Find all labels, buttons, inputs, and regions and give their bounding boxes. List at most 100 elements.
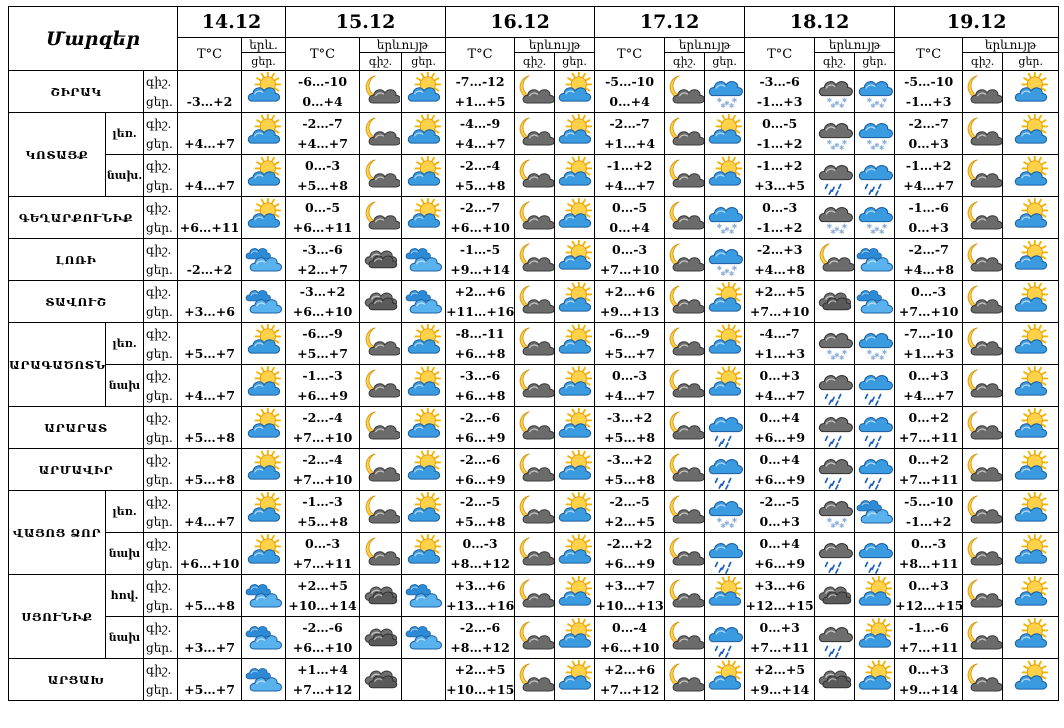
day-temperature: +1…+3 bbox=[754, 345, 806, 361]
night-temperature: +2…+5 bbox=[454, 661, 506, 677]
night-weather-cell bbox=[962, 574, 1004, 617]
night-temperature: -2…-6 bbox=[459, 451, 501, 467]
rain-cloud-icon bbox=[706, 618, 744, 658]
table-row: ԱՐԱԳԱԾՈՏՆ լեռ. գիշ. ցեր. +5…+7 -6…-9 +5…+7… bbox=[8, 322, 1060, 407]
svg-text:✱: ✱ bbox=[720, 522, 726, 530]
temperature-cell: +5…+7 bbox=[177, 658, 243, 701]
night-weather-cell bbox=[359, 364, 403, 407]
temp-column-header: T°C bbox=[744, 37, 816, 71]
svg-text:✱: ✱ bbox=[830, 522, 836, 530]
day-temperature: 0…+3 bbox=[908, 219, 949, 235]
night-temperature: -1…+2 bbox=[606, 157, 653, 173]
night-weather-cell bbox=[962, 406, 1004, 449]
night-weather-cell bbox=[664, 154, 706, 197]
day-temperature: +9…+13 bbox=[599, 303, 660, 319]
day-temperature: +7…+11 bbox=[898, 639, 959, 655]
night-temperature: +3…+6 bbox=[454, 577, 506, 593]
day-weather-cell bbox=[554, 406, 596, 449]
sun-cloud-icon bbox=[1004, 155, 1058, 196]
svg-text:✱: ✱ bbox=[881, 138, 887, 146]
day-temperature: +10…+14 bbox=[288, 597, 357, 613]
temperature-cell: -3…-6 -1…+3 bbox=[744, 70, 816, 113]
night-temperature: 0…+4 bbox=[759, 409, 800, 425]
svg-text:✱: ✱ bbox=[838, 354, 844, 362]
day-weather-cell bbox=[401, 322, 447, 365]
day-temperature: +4…+7 bbox=[297, 135, 348, 151]
day-temperature: +4…+8 bbox=[903, 261, 955, 277]
temperature-cell: +4…+7 bbox=[177, 112, 243, 155]
night-weather-cell bbox=[962, 490, 1004, 533]
cloudy-icon bbox=[403, 282, 445, 322]
day-temperature: +4…+7 bbox=[754, 387, 806, 403]
temperature-cell: +3…+6 +13…+16 bbox=[445, 574, 516, 617]
night-weather-cell bbox=[664, 406, 706, 449]
day-weather-cell bbox=[854, 532, 896, 575]
dark-cloud-icon bbox=[816, 576, 854, 616]
temperature-cell: 0…-5 0…+4 bbox=[594, 196, 666, 239]
table-row: ԱՐՑԱԽ գիշ. ցեր. +5…+7 +1…+4 +7…+12 +2…+5 … bbox=[8, 658, 1060, 701]
day-label: ցեր. bbox=[146, 640, 173, 655]
temperature-cell: -3…+2 +6…+10 bbox=[285, 280, 361, 323]
moon-cloud-icon bbox=[361, 198, 401, 238]
moon-cloud-icon bbox=[964, 114, 1002, 154]
sun-cloud-icon bbox=[556, 575, 594, 616]
day-weather-cell bbox=[401, 574, 447, 617]
snow-cloud-icon: ✱ ✱ ✱ ✱ ✱ bbox=[856, 324, 894, 364]
moon-cloud-icon bbox=[516, 156, 554, 196]
sun-cloud-icon bbox=[556, 491, 594, 532]
night-subheader: գիշ. bbox=[814, 52, 856, 71]
cloudy-icon bbox=[403, 576, 445, 616]
night-weather-cell bbox=[514, 574, 556, 617]
night-temperature: -1…+2 bbox=[905, 157, 952, 173]
night-temperature: 0…+3 bbox=[759, 619, 800, 635]
night-temperature: -3…-6 bbox=[459, 367, 501, 383]
sun-cloud-icon bbox=[243, 491, 285, 532]
night-weather-cell bbox=[514, 154, 556, 197]
day-label: ցեր. bbox=[146, 682, 173, 697]
night-temperature: 0…-5 bbox=[612, 199, 648, 215]
temperature-cell: +3…+7 bbox=[177, 616, 243, 659]
night-temperature: +2…+6 bbox=[604, 661, 656, 677]
night-day-labels: գիշ. ցեր. bbox=[142, 70, 179, 113]
svg-text:✱: ✱ bbox=[841, 516, 847, 524]
night-temperature: -6…-9 bbox=[302, 325, 343, 341]
day-weather-cell bbox=[401, 238, 447, 281]
svg-text:✱: ✱ bbox=[878, 228, 884, 236]
svg-text:✱: ✱ bbox=[826, 96, 832, 104]
day-temperature: +3…+5 bbox=[754, 177, 806, 193]
day-weather-cell: ✱ ✱ ✱ ✱ ✱ bbox=[704, 196, 746, 239]
night-temperature: -1…+2 bbox=[756, 157, 803, 173]
night-temperature: 0…-3 bbox=[462, 535, 498, 551]
day-temperature: +1…+4 bbox=[604, 135, 656, 151]
sun-cloud-icon bbox=[706, 365, 744, 406]
day-weather-cell bbox=[704, 322, 746, 365]
night-weather-cell bbox=[359, 658, 403, 701]
table-row: նախ գիշ. ցեր. +4…+7 -1…-3 +6…+9 -3…-6 +6…… bbox=[9, 364, 1060, 407]
day-temperature: +7…+10 bbox=[898, 303, 959, 319]
temp-column-header: T°C bbox=[285, 37, 361, 71]
day-weather-cell bbox=[1002, 280, 1060, 323]
night-temperature: -4…-7 bbox=[759, 325, 800, 341]
night-weather-cell: ✱ ✱ ✱ ✱ ✱ bbox=[814, 490, 856, 533]
moon-cloud-icon bbox=[964, 282, 1002, 322]
day-temperature: -1…+3 bbox=[905, 93, 952, 109]
weather-icon-cell bbox=[241, 154, 287, 197]
temperature-cell: 0…-3 +7…+10 bbox=[894, 280, 964, 323]
svg-text:✱: ✱ bbox=[866, 222, 872, 230]
svg-text:✱: ✱ bbox=[731, 516, 737, 524]
weather-icon-cell bbox=[241, 112, 287, 155]
night-temperature: -1…-5 bbox=[459, 241, 501, 257]
dark-cloud-icon bbox=[361, 660, 401, 700]
night-temperature: 0…+3 bbox=[908, 367, 949, 383]
weather-column-header: երև. bbox=[241, 37, 287, 53]
night-temperature: -3…+2 bbox=[606, 451, 653, 467]
sun-cloud-icon bbox=[243, 323, 285, 364]
night-weather-cell bbox=[664, 658, 706, 701]
sun-cloud-icon bbox=[403, 365, 445, 406]
night-weather-cell bbox=[664, 616, 706, 659]
sun-cloud-icon bbox=[556, 71, 594, 112]
night-temperature: -3…+2 bbox=[606, 409, 653, 425]
night-day-labels: գիշ. ցեր. bbox=[142, 364, 179, 407]
night-weather-cell bbox=[962, 322, 1004, 365]
night-label: գիշ. bbox=[146, 410, 172, 425]
